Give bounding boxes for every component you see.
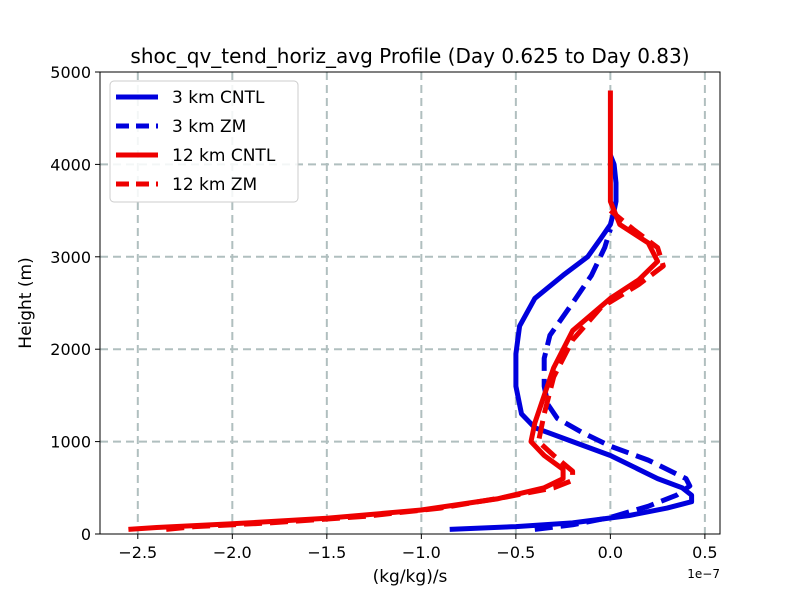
legend-box [109, 80, 299, 203]
y-axis-label: Height (m) [16, 257, 36, 348]
series-line-3-km-zm [534, 228, 693, 532]
legend-label: 3 km ZM [172, 117, 246, 137]
x-tick-label: −2.5 [118, 543, 157, 562]
y-tick-label: 5000 [50, 63, 91, 82]
y-tick-label: 4000 [50, 155, 91, 174]
x-tick-label: −2.0 [213, 543, 252, 562]
legend: 3 km CNTL 3 km ZM 12 km CNTL 12 km ZM [109, 80, 299, 203]
plot-frame [99, 71, 721, 535]
x-offset-label: 1e−7 [687, 567, 720, 581]
legend-label: 12 km ZM [172, 175, 257, 195]
x-tick-label: 0.5 [692, 543, 717, 562]
y-tick-label: 1000 [50, 433, 91, 452]
y-tick-label: 0 [81, 525, 91, 544]
x-tick-label: 0.0 [598, 543, 623, 562]
series-line-12-km-zm [165, 208, 666, 532]
series-group [128, 90, 695, 532]
x-tick-label: −1.0 [402, 543, 441, 562]
x-tick-label: −1.5 [307, 543, 346, 562]
x-axis-label: (kg/kg)/s [373, 567, 448, 587]
y-tick-label: 3000 [50, 248, 91, 267]
axis-ticks: −2.5 −2.0 −1.5 −1.0 −0.5 0.0 0.5 0 1000 2000 3000 4… [50, 63, 717, 562]
x-tick-label: −0.5 [496, 543, 535, 562]
legend-label: 3 km CNTL [172, 88, 265, 108]
chart-title: shoc_qv_tend_horiz_avg Profile (Day 0.62… [130, 44, 689, 68]
legend-label: 12 km CNTL [172, 146, 276, 166]
y-tick-label: 2000 [50, 340, 91, 359]
